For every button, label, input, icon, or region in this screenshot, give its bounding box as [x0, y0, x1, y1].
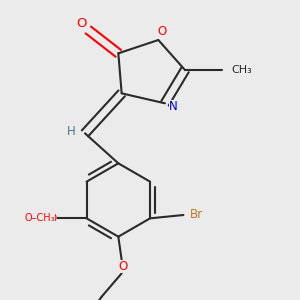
- Text: CH₃: CH₃: [232, 65, 252, 75]
- Text: O: O: [119, 260, 128, 273]
- Text: Br: Br: [190, 208, 203, 221]
- Text: O: O: [76, 17, 87, 30]
- Text: H: H: [67, 125, 76, 138]
- Text: N: N: [169, 100, 178, 113]
- Text: O: O: [157, 25, 166, 38]
- Text: O: O: [47, 212, 57, 225]
- Text: O–CH₃: O–CH₃: [24, 213, 55, 223]
